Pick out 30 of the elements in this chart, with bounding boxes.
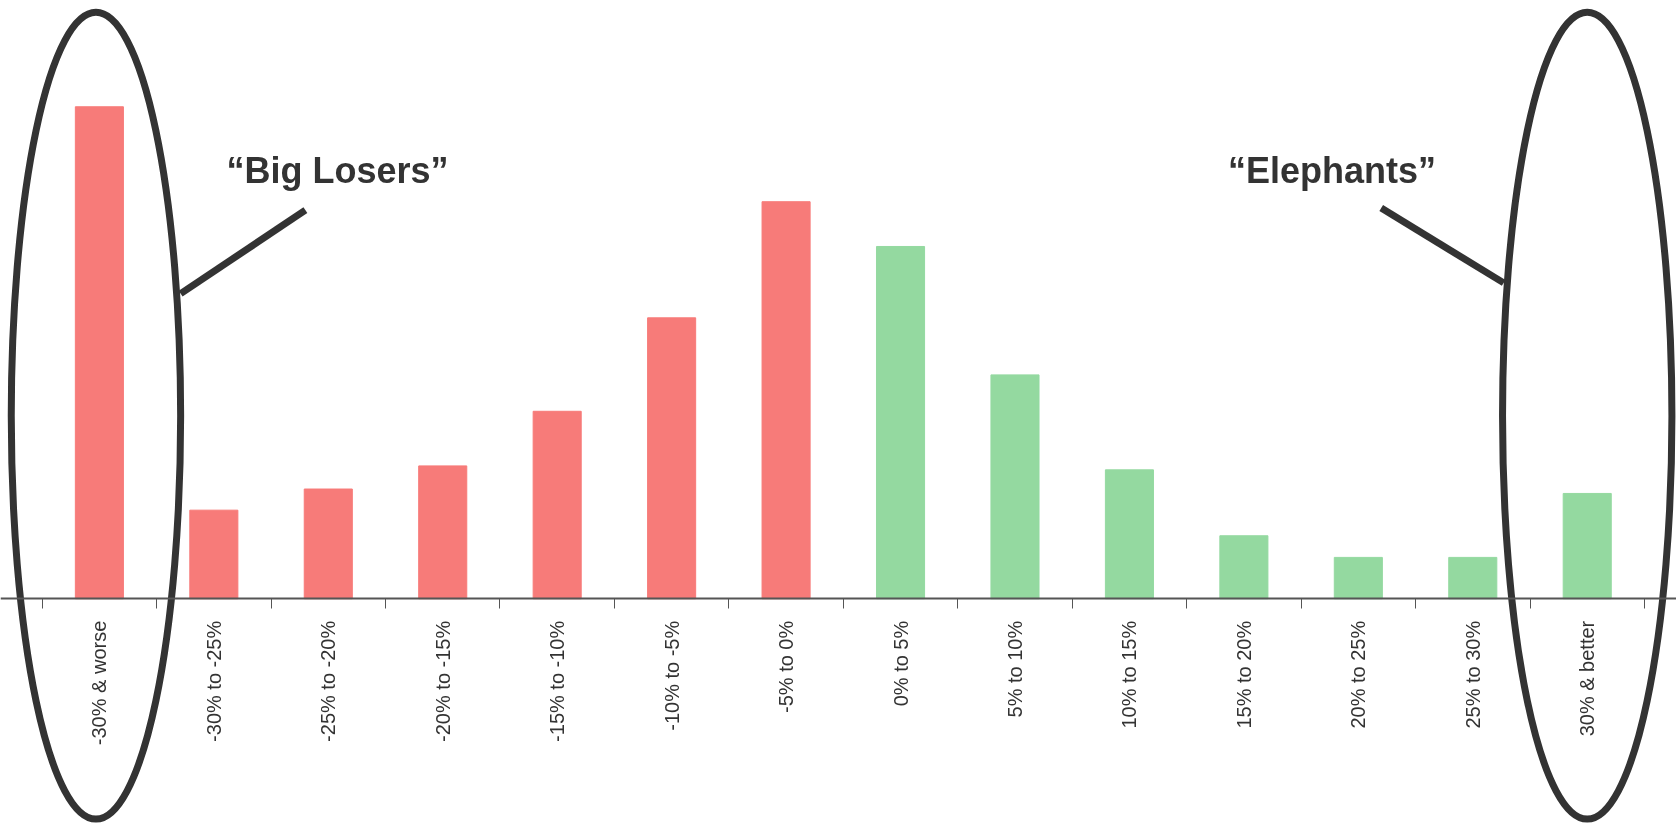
x-tick-label: -5% to 0% xyxy=(775,620,798,713)
x-tick-label: 30% & better xyxy=(1576,620,1599,737)
x-tick-label: -25% to -20% xyxy=(317,620,340,742)
x-tick-label: 5% to 10% xyxy=(1003,620,1026,718)
bar xyxy=(1219,535,1269,600)
x-tick-label: -15% to -10% xyxy=(546,620,569,742)
x-tick-label: 25% to 30% xyxy=(1461,620,1484,729)
x-tick-label: 20% to 25% xyxy=(1347,620,1370,729)
bar xyxy=(647,317,697,600)
bar xyxy=(303,488,353,600)
x-tick-label: -20% to -15% xyxy=(431,620,454,742)
x-tick-label: -10% to -5% xyxy=(660,620,683,731)
bar xyxy=(1104,469,1154,600)
bar xyxy=(418,465,468,600)
annotation: “Elephants” xyxy=(1227,149,1437,191)
x-tick-label: -30% to -25% xyxy=(202,620,225,742)
bar xyxy=(74,106,124,600)
bar xyxy=(1448,556,1498,600)
x-tick-label: 15% to 20% xyxy=(1232,620,1255,729)
bar xyxy=(1333,556,1383,600)
bar xyxy=(876,245,926,600)
bar xyxy=(532,410,582,600)
annotation: “Big Losers” xyxy=(226,149,449,191)
bar xyxy=(990,374,1040,600)
x-tick-label: -30% & worse xyxy=(88,620,111,746)
x-tick-label: 0% to 5% xyxy=(889,620,912,707)
x-tick-label: 10% to 15% xyxy=(1118,620,1141,729)
bar xyxy=(1562,492,1612,600)
bar xyxy=(189,509,239,600)
bar xyxy=(761,201,811,600)
